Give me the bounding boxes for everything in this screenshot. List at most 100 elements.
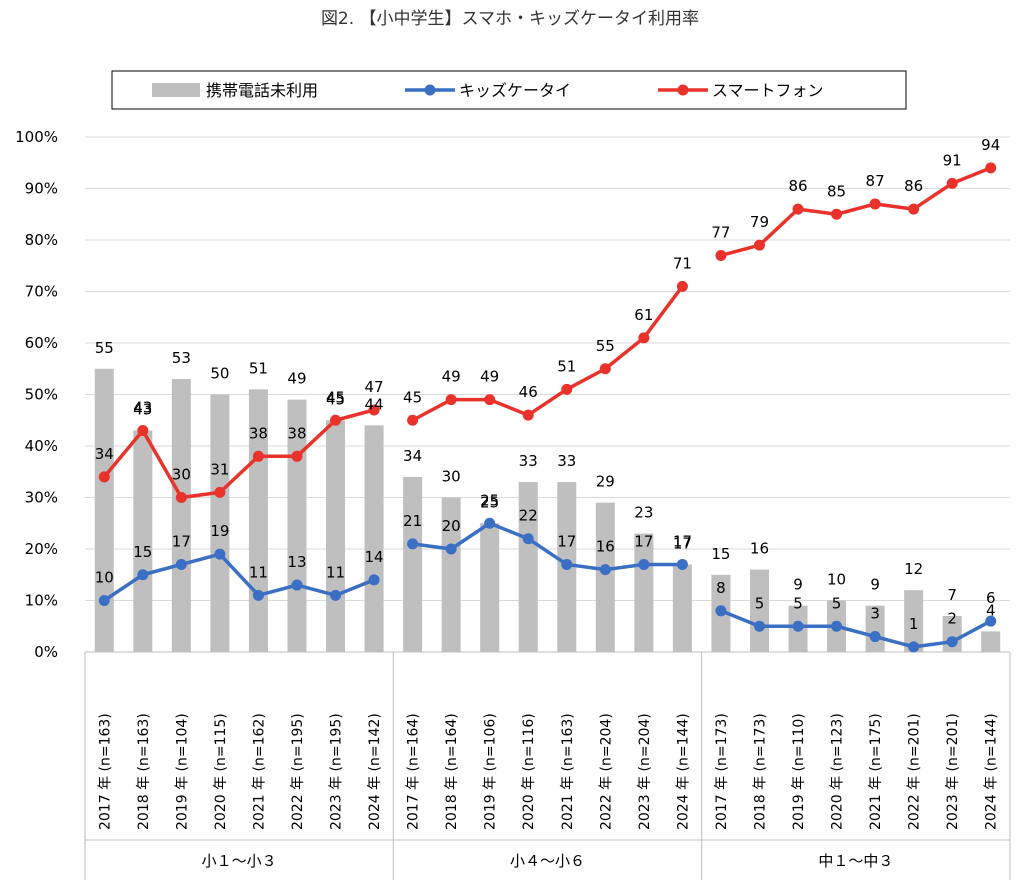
data-point — [291, 579, 303, 591]
y-tick-label: 50% — [25, 386, 58, 404]
data-point — [908, 203, 920, 215]
y-tick-label: 90% — [25, 180, 58, 198]
x-tick-label: 2022 年 (n=201) — [907, 713, 923, 830]
x-tick-label: 2023 年 (n=195) — [329, 713, 345, 830]
data-label: 16 — [596, 538, 615, 556]
data-point — [214, 548, 226, 560]
data-point — [252, 589, 264, 601]
data-point — [291, 450, 303, 462]
data-point — [715, 249, 727, 261]
data-label: 30 — [172, 466, 191, 484]
data-label: 44 — [365, 395, 384, 413]
x-tick-label: 2021 年 (n=175) — [868, 713, 884, 830]
bar — [749, 569, 769, 652]
legend-label: キッズケータイ — [459, 81, 571, 100]
legend-swatch — [152, 83, 200, 97]
x-tick-label: 2019 年 (n=106) — [483, 713, 499, 830]
y-tick-label: 40% — [25, 437, 58, 455]
data-label: 25 — [480, 493, 499, 511]
bar — [518, 482, 538, 652]
data-point — [214, 486, 226, 498]
data-point — [175, 558, 187, 570]
data-point — [522, 533, 534, 545]
data-label: 94 — [981, 136, 1000, 154]
line-series — [98, 162, 997, 653]
data-label: 53 — [172, 349, 191, 367]
data-label: 5 — [793, 594, 803, 612]
bar — [94, 368, 114, 652]
data-label: 85 — [827, 182, 846, 200]
data-label: 5 — [832, 594, 842, 612]
data-label: 38 — [249, 424, 268, 442]
x-tick-label: 2023 年 (n=201) — [945, 713, 961, 830]
data-label: 61 — [634, 306, 653, 324]
legend-marker — [677, 84, 689, 96]
data-point — [869, 198, 881, 210]
bar — [595, 502, 615, 652]
data-label: 86 — [904, 177, 923, 195]
y-tick-label: 0% — [34, 643, 58, 661]
data-label: 17 — [172, 532, 191, 550]
x-tick-label: 2017 年 (n=163) — [97, 713, 113, 830]
y-tick-label: 20% — [25, 540, 58, 558]
legend-marker — [424, 84, 436, 96]
line-value-labels: 34 43 30 31 38 38 45 47 45 49 49 46 51 55 61 71 77 79 86 85… — [95, 136, 1001, 484]
data-label: 17 — [673, 532, 692, 550]
data-point — [484, 394, 496, 406]
group-label: 小１〜小３ — [202, 852, 277, 870]
x-tick-label: 2018 年 (n=173) — [752, 713, 768, 830]
data-label: 9 — [793, 576, 803, 594]
data-label: 91 — [943, 151, 962, 169]
data-point — [676, 558, 688, 570]
data-point — [561, 558, 573, 570]
data-point — [638, 558, 650, 570]
bar — [287, 399, 307, 652]
data-point — [985, 615, 997, 627]
y-tick-label: 100% — [15, 128, 58, 146]
data-label: 79 — [750, 213, 769, 231]
data-point — [753, 239, 765, 251]
data-label: 3 — [870, 605, 880, 623]
bar — [480, 523, 500, 652]
data-label: 33 — [557, 452, 576, 470]
data-label: 13 — [287, 553, 306, 571]
data-point — [407, 414, 419, 426]
data-point — [715, 605, 727, 617]
data-label: 50 — [210, 365, 229, 383]
data-point — [599, 363, 611, 375]
bar-series — [94, 368, 1001, 652]
data-label: 22 — [519, 507, 538, 525]
data-point — [175, 492, 187, 503]
data-label: 25 — [480, 491, 499, 509]
bar — [326, 420, 346, 652]
data-label: 4 — [986, 601, 996, 619]
data-point — [445, 543, 457, 555]
data-label: 17 — [557, 532, 576, 550]
x-tick-label: 2019 年 (n=110) — [791, 713, 807, 830]
grid-lines — [85, 136, 1010, 601]
data-label: 6 — [986, 589, 996, 607]
data-point — [753, 620, 765, 632]
data-label: 71 — [673, 254, 692, 272]
data-label: 77 — [711, 223, 730, 241]
data-label: 55 — [95, 339, 114, 357]
x-tick-label: 2022 年 (n=195) — [290, 713, 306, 830]
y-tick-label: 80% — [25, 231, 58, 249]
x-tick-label: 2023 年 (n=204) — [637, 713, 653, 830]
series-line — [412, 521, 683, 572]
data-point — [330, 589, 342, 601]
legend-box — [111, 70, 907, 110]
data-point — [522, 409, 534, 421]
data-label: 43 — [133, 399, 152, 417]
data-label: 46 — [519, 383, 538, 401]
bar — [441, 497, 461, 652]
bar — [634, 533, 654, 652]
data-point — [368, 404, 380, 416]
legend: 携帯電話未利用 キッズケータイ スマートフォン — [111, 70, 907, 110]
data-label: 11 — [249, 563, 268, 581]
data-label: 10 — [95, 569, 114, 587]
legend-label: 携帯電話未利用 — [206, 81, 318, 100]
series-line — [102, 408, 375, 500]
